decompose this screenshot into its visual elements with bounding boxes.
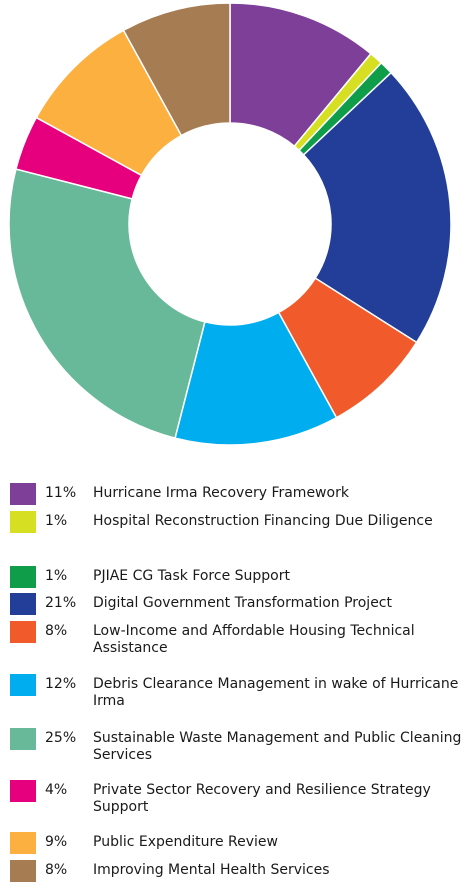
donut-slice bbox=[122, 2, 231, 137]
legend-percent: 1% bbox=[45, 568, 68, 584]
legend-label: Improving Mental Health Services bbox=[93, 862, 330, 878]
legend-label: Hospital Reconstruction Financing Due Di… bbox=[93, 513, 433, 529]
donut-slice bbox=[302, 71, 452, 344]
legend-swatch bbox=[10, 511, 36, 533]
legend-item: 4% Private Sector Recovery and Resilience… bbox=[0, 780, 474, 815]
legend-label: Public Expenditure Review bbox=[93, 834, 278, 850]
legend-percent: 8% bbox=[45, 862, 68, 878]
legend-label: PJIAE CG Task Force Support bbox=[93, 568, 290, 584]
legend-swatch bbox=[10, 483, 36, 505]
legend-percent: 9% bbox=[45, 834, 68, 850]
donut-chart bbox=[8, 2, 452, 446]
legend-label: Private Sector Recovery and Resilience S… bbox=[93, 782, 431, 815]
legend-label: Digital Government Transformation Projec… bbox=[93, 595, 392, 611]
legend-label: Sustainable Waste Management and Public … bbox=[93, 730, 462, 763]
legend-swatch bbox=[10, 593, 36, 615]
legend-item: 11% Hurricane Irma Recovery Framework bbox=[0, 483, 474, 507]
legend-label: Low-Income and Affordable Housing Techni… bbox=[93, 623, 415, 656]
legend-swatch bbox=[10, 566, 36, 588]
legend-item: 21% Digital Government Transformation Pro… bbox=[0, 593, 474, 617]
legend-swatch bbox=[10, 674, 36, 696]
legend-percent: 12% bbox=[45, 676, 77, 692]
legend-percent: 4% bbox=[45, 782, 68, 798]
legend-item: 12% Debris Clearance Management in wake o… bbox=[0, 674, 474, 709]
legend-percent: 25% bbox=[45, 730, 77, 746]
legend-swatch bbox=[10, 780, 36, 802]
legend-item: 9% Public Expenditure Review bbox=[0, 832, 474, 856]
legend-swatch bbox=[10, 728, 36, 750]
legend-label: Hurricane Irma Recovery Framework bbox=[93, 485, 349, 501]
legend-swatch bbox=[10, 621, 36, 643]
legend-item: 8% Low-Income and Affordable Housing Tech… bbox=[0, 621, 474, 656]
legend-percent: 21% bbox=[45, 595, 77, 611]
legend-percent: 8% bbox=[45, 623, 68, 639]
legend-label: Debris Clearance Management in wake of H… bbox=[93, 676, 459, 709]
legend-swatch bbox=[10, 860, 36, 882]
legend-item: 25% Sustainable Waste Management and Publ… bbox=[0, 728, 474, 763]
donut-slice bbox=[8, 168, 206, 439]
legend-percent: 1% bbox=[45, 513, 68, 529]
legend-item: 8% Improving Mental Health Services bbox=[0, 860, 474, 884]
legend-percent: 11% bbox=[45, 485, 77, 501]
legend-item: 1% PJIAE CG Task Force Support bbox=[0, 566, 474, 590]
legend-swatch bbox=[10, 832, 36, 854]
legend-item: 1% Hospital Reconstruction Financing Due … bbox=[0, 511, 474, 535]
